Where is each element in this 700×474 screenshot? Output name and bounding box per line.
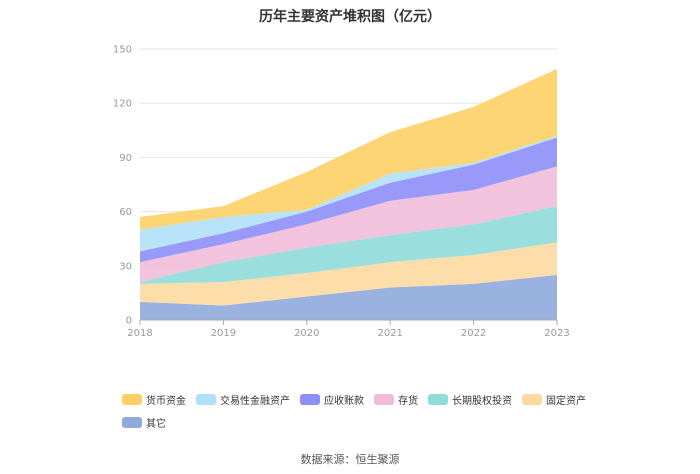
- y-tick-label: 60: [119, 207, 132, 218]
- legend-label: 固定资产: [546, 396, 586, 407]
- legend-item[interactable]: 应收账款: [300, 393, 364, 407]
- legend-swatch: [122, 394, 142, 405]
- legend-item[interactable]: 存货: [374, 393, 418, 407]
- area-交易性金融资产: [140, 135, 557, 252]
- x-tick-label: 2018: [127, 328, 152, 339]
- area-货币资金: [140, 68, 557, 230]
- legend-label: 应收账款: [324, 396, 364, 407]
- axes: 0 30 60 90 120 150 2018 2019 2020 2021 2022 2023: [113, 45, 570, 340]
- data-source: 数据来源：恒生聚源: [300, 453, 400, 466]
- legend-swatch: [196, 394, 216, 405]
- y-tick-label: 120: [113, 99, 132, 110]
- y-tick-label: 30: [119, 261, 132, 272]
- legend-label: 货币资金: [146, 396, 186, 407]
- x-tick-label: 2021: [377, 328, 402, 339]
- legend-swatch: [428, 394, 448, 405]
- x-tick-label: 2019: [211, 328, 236, 339]
- area-series: [140, 68, 557, 320]
- chart-title: 历年主要资产堆积图（亿元）: [259, 9, 441, 25]
- legend-item[interactable]: 固定资产: [522, 393, 586, 407]
- legend-label: 交易性金融资产: [220, 396, 290, 407]
- legend-label: 长期股权投资: [452, 396, 512, 407]
- x-tick-label: 2022: [461, 328, 486, 339]
- legend: 货币资金 交易性金融资产 应收账款 存货 长期股权投资 固定资产其它: [122, 390, 602, 435]
- legend-swatch: [300, 394, 320, 405]
- y-tick-label: 0: [126, 316, 132, 327]
- x-tick-label: 2020: [294, 328, 319, 339]
- legend-label: 其它: [146, 418, 166, 430]
- legend-item[interactable]: 货币资金: [122, 393, 186, 407]
- legend-swatch: [374, 394, 394, 405]
- legend-item[interactable]: 交易性金融资产: [196, 393, 290, 407]
- legend-item[interactable]: 其它: [122, 415, 166, 430]
- y-tick-label: 90: [119, 153, 132, 164]
- area-长期股权投资: [140, 206, 557, 284]
- legend-label: 存货: [398, 396, 418, 407]
- area-其它: [140, 274, 557, 320]
- area-固定资产: [140, 242, 557, 306]
- y-tick-label: 150: [113, 45, 132, 56]
- legend-swatch: [122, 416, 142, 428]
- area-存货: [140, 166, 557, 283]
- x-tick-label: 2023: [544, 328, 569, 339]
- legend-item[interactable]: 长期股权投资: [428, 393, 512, 407]
- legend-swatch: [522, 394, 542, 405]
- area-应收账款: [140, 137, 557, 263]
